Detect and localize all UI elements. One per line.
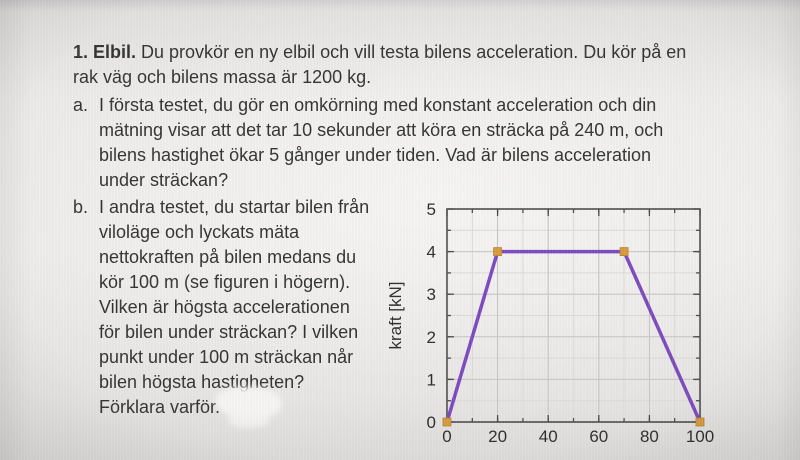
y-tick-label: 2: [427, 328, 436, 347]
x-tick-label: 20: [488, 427, 507, 446]
problem-intro: 1. Elbil. Du provkör en ny elbil och vil…: [73, 40, 743, 90]
x-tick-label: 40: [539, 427, 558, 446]
force-curve: [445, 249, 702, 423]
y-tick-label: 3: [427, 285, 436, 304]
data-point-marker: [695, 417, 705, 427]
y-tick-label: 5: [427, 200, 436, 219]
y-axis-label: kraft [kN]: [386, 281, 405, 349]
x-tick-label: 60: [589, 427, 608, 446]
chart-series: [442, 247, 705, 427]
chart-labels: 0 20 40 60 80 100 0 1 2 3 4 5 kraft [kN]: [386, 200, 714, 446]
data-point-marker: [442, 417, 452, 427]
force-distance-chart-svg: 0 20 40 60 80 100 0 1 2 3 4 5 kraft [kN]: [386, 200, 714, 446]
data-point-marker: [619, 247, 629, 256]
correction-smudge-tail: [228, 411, 270, 428]
force-distance-chart: 0 20 40 60 80 100 0 1 2 3 4 5 kraft [kN]: [380, 188, 720, 460]
chart-axes: [446, 208, 701, 423]
x-tick-label: 80: [640, 427, 659, 446]
item-a-marker: a.: [73, 95, 89, 115]
data-point-marker: [493, 247, 502, 256]
x-tick-label: 100: [686, 427, 714, 446]
item-b-marker: b.: [73, 197, 89, 217]
question-item-b: b. I andra testet, du startar bilen från…: [73, 195, 455, 420]
question-item-a: a. I första testet, du gör en omkörning …: [73, 93, 739, 193]
problem-intro-text: Du provkör en ny elbil och vill testa bi…: [73, 42, 687, 87]
x-tick-label: 0: [442, 427, 451, 446]
y-tick-label: 4: [427, 243, 436, 262]
chart-grid: [447, 209, 700, 422]
y-tick-label: 0: [427, 413, 436, 432]
item-b-text: I andra testet, du startar bilen från vi…: [99, 197, 370, 417]
problem-number-title: 1. Elbil.: [73, 42, 137, 62]
y-tick-label: 1: [427, 370, 436, 389]
item-a-text: I första testet, du gör en omkörning med…: [99, 95, 664, 190]
